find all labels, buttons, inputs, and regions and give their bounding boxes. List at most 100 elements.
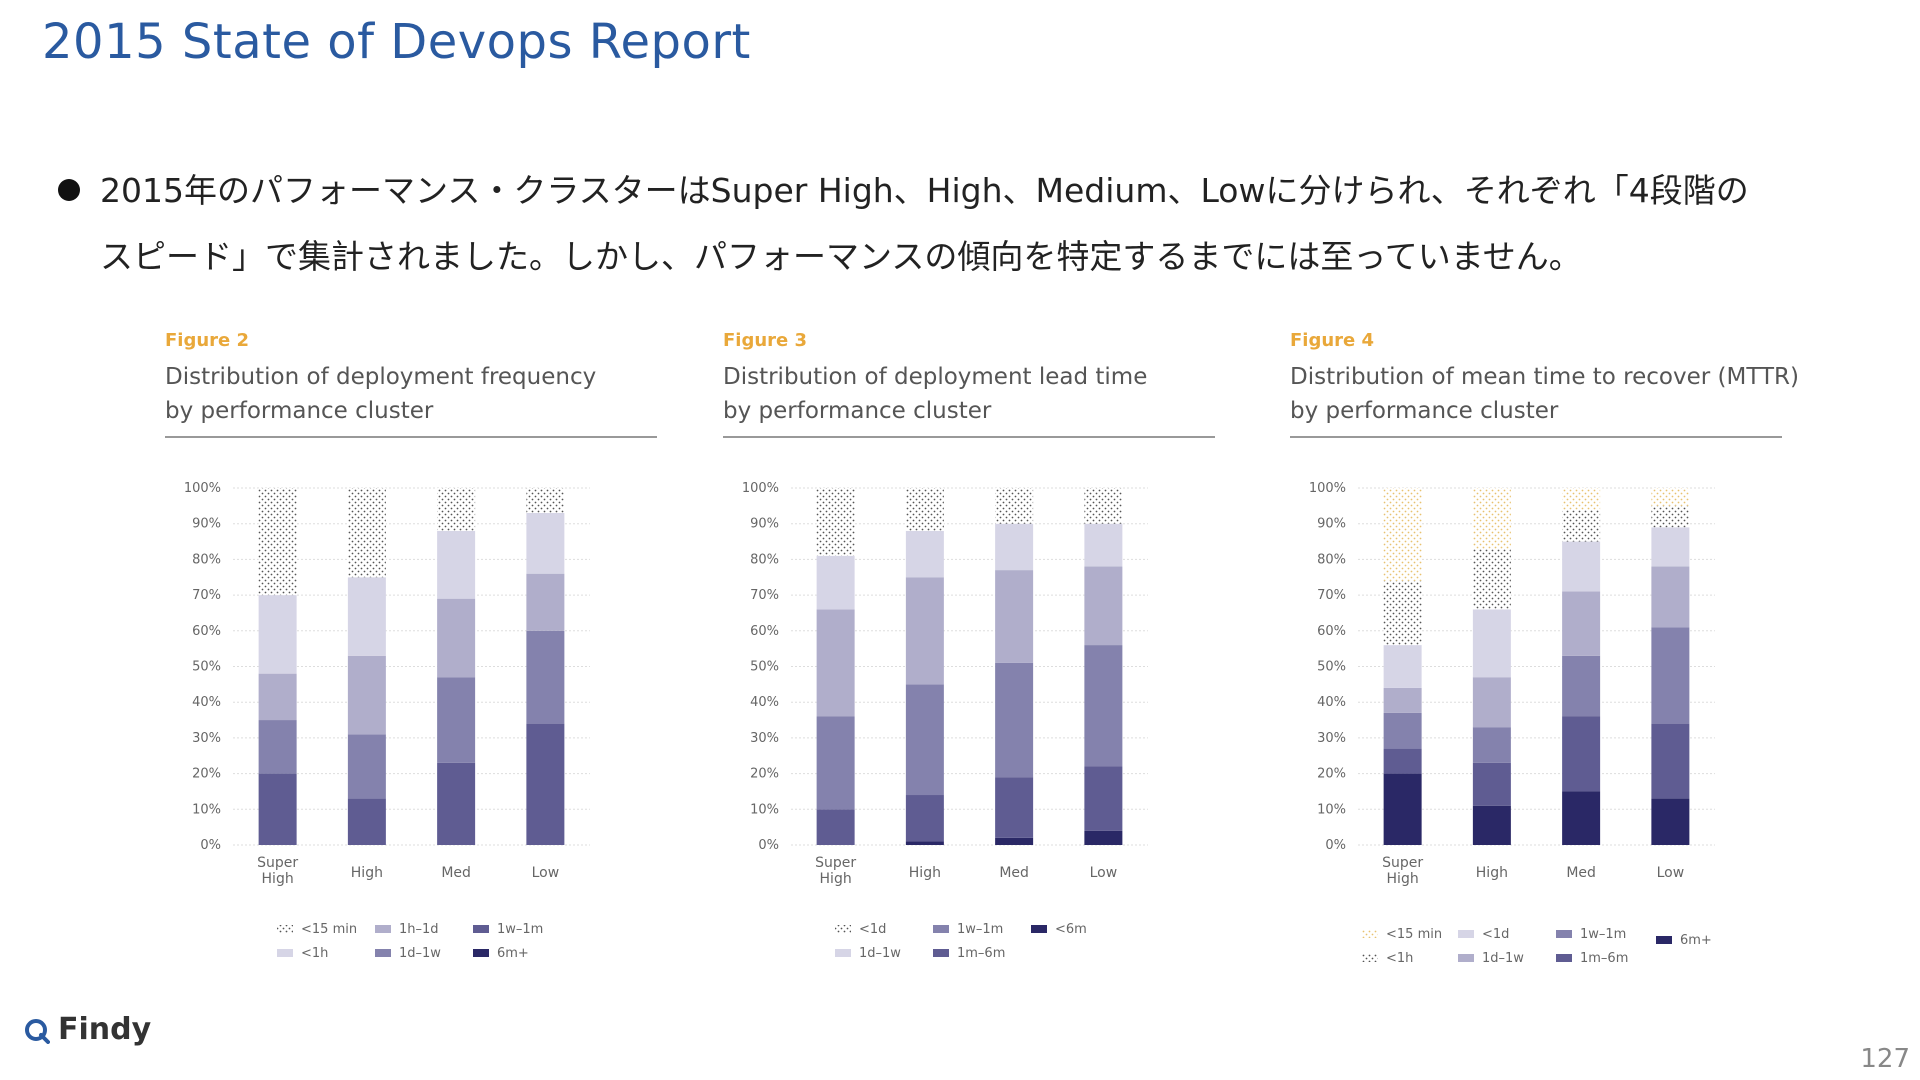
bar-segment [816,716,855,810]
legend-label: 1m–6m [1580,951,1628,966]
y-tick-label: 20% [1317,767,1346,782]
bar-segment [1562,716,1601,792]
legend-label: <6m [1055,922,1087,937]
y-tick-label: 40% [1317,695,1346,710]
legend-swatch [1556,930,1572,938]
bar-segment [905,488,944,531]
x-tick-label: High [1476,865,1508,881]
bar-segment [995,523,1034,571]
y-tick-label: 70% [1317,588,1346,603]
y-tick-label: 0% [200,838,221,853]
bar-segment [347,798,386,845]
legend-swatch [1458,930,1474,938]
bar-segment [1562,655,1601,717]
figure-divider [1290,436,1782,438]
bar-segment [1084,645,1123,767]
bar-segment [1084,766,1123,831]
figure-title: Distribution of mean time to recover (MT… [1290,360,1810,428]
bar-segment [1472,677,1511,728]
legend-label: <1d [1482,927,1509,942]
y-tick-label: 40% [750,695,779,710]
bar-segment [437,677,476,763]
bar-segment [1472,805,1511,845]
bar-segment [1472,609,1511,678]
legend-swatch [1458,954,1474,962]
figure-divider [165,436,657,438]
y-tick-label: 10% [192,802,221,817]
bar-segment [816,488,855,556]
y-tick-label: 100% [184,481,221,496]
y-tick-label: 100% [742,481,779,496]
bar-segment [347,655,386,735]
legend-label: 1w–1m [1580,927,1626,942]
legend-label: <1h [1386,951,1413,966]
legend-label: <15 min [1386,927,1442,942]
y-tick-label: 90% [1317,517,1346,532]
bar-segment [1651,505,1690,528]
figure-title-line-1: Distribution of deployment lead time [723,364,1148,390]
x-tick-label: Low [1657,865,1685,881]
x-tick-label: Med [441,865,471,881]
bar-segment [258,488,297,596]
bar-segment [995,837,1034,845]
x-tick-label: Low [532,865,560,881]
bar-segment [437,762,476,845]
bar-segment [1472,548,1511,610]
y-tick-label: 80% [750,552,779,567]
legend-label: 1h–1d [399,922,439,937]
bar-segment [1383,712,1422,749]
x-tick-label: Super [257,855,298,871]
x-tick-label: Med [1566,865,1596,881]
bar-segment [437,488,476,531]
y-tick-label: 20% [192,767,221,782]
mttr-chart: 0%10%20%30%40%50%60%70%80%90%100%SuperHi… [1309,481,1715,966]
legend-swatch [277,949,293,957]
y-tick-label: 30% [1317,731,1346,746]
legend-label: 1w–1m [957,922,1003,937]
figure-title-line-2: by performance cluster [165,398,434,424]
bar-segment [1651,527,1690,567]
y-tick-label: 60% [192,624,221,639]
bar-segment [347,488,386,578]
x-tick-label: Low [1090,865,1118,881]
x-tick-label: High [1387,871,1419,887]
bullet-line-1: 2015年のパフォーマンス・クラスターはSuper High、High、Medi… [100,171,1749,210]
y-tick-label: 20% [750,767,779,782]
y-tick-label: 30% [192,731,221,746]
legend-label: <1d [859,922,886,937]
legend-label: 1d–1w [1482,951,1524,966]
bar-segment [1084,566,1123,646]
y-tick-label: 100% [1309,481,1346,496]
bar-segment [1383,580,1422,646]
bar-segment [1084,488,1123,524]
slide-title: 2015 State of Devops Report [42,14,751,70]
x-tick-label: High [351,865,383,881]
figure-divider [723,436,1215,438]
bar-segment [347,734,386,799]
legend-label: 6m+ [1680,933,1712,948]
bar-segment [1562,509,1601,542]
figure-title-line-2: by performance cluster [1290,398,1559,424]
deployment-frequency-chart: 0%10%20%30%40%50%60%70%80%90%100%SuperHi… [184,481,590,961]
legend-swatch [1362,930,1378,938]
bar-segment [1562,591,1601,656]
figure-label: Figure 3 [723,330,808,351]
bar-segment [1651,798,1690,845]
bar-segment [258,595,297,674]
x-tick-label: High [262,871,294,887]
bar-segment [1562,541,1601,592]
figure-label: Figure 4 [1290,330,1375,351]
legend-swatch [1656,936,1672,944]
y-tick-label: 30% [750,731,779,746]
bar-segment [258,720,297,774]
y-tick-label: 10% [1317,802,1346,817]
legend-label: <15 min [301,922,357,937]
bullet-dot-icon [58,179,80,201]
y-tick-label: 50% [1317,660,1346,675]
bullet-line-2: スピード」で集計されました。しかし、パフォーマンスの傾向を特定するまでには至って… [100,237,1582,276]
bar-segment [1651,566,1690,628]
y-tick-label: 50% [192,660,221,675]
x-tick-label: Super [815,855,856,871]
figure-title-line-2: by performance cluster [723,398,992,424]
bar-segment [437,530,476,599]
